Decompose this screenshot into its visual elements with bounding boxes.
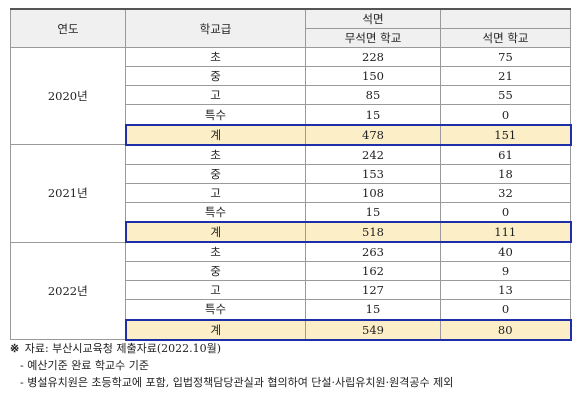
no-asbestos-count-cell: 478 <box>305 123 441 146</box>
table-subheader-row: 무석면 학교 석면 학교 <box>11 28 571 49</box>
table-row: 2022년 초 263 40 <box>10 241 571 341</box>
table-header-row: 연도 학교급 석면 <box>10 8 571 49</box>
reference-mark: ※ <box>10 342 20 355</box>
asbestos-count-cell: 80 <box>440 318 572 341</box>
school-level-cell: 계 <box>124 123 306 146</box>
school-level-cell: 중 <box>125 163 306 184</box>
table-row: 중 162 9 <box>11 261 571 282</box>
no-asbestos-count-cell: 15 <box>305 299 441 320</box>
school-level-cell: 특수 <box>125 104 306 126</box>
school-level-cell: 특수 <box>125 201 306 223</box>
school-level-cell: 초 <box>125 47 306 68</box>
source-text: 자료: 부산시교육청 제출자료(2022.10월) <box>24 342 222 355</box>
no-asbestos-count-cell: 127 <box>305 280 441 301</box>
asbestos-count-cell: 0 <box>440 201 571 223</box>
header-empty <box>440 8 571 30</box>
table-row: 2020년 초 228 75 <box>10 47 571 146</box>
note-line-1: - 예산기준 완료 학교수 기준 <box>20 359 150 372</box>
header-asbestos-schools: 석면 학교 <box>440 28 571 49</box>
header-no-asbestos-schools: 무석면 학교 <box>305 28 441 49</box>
year-cell: 2022년 <box>10 241 126 341</box>
asbestos-count-cell: 0 <box>440 299 571 320</box>
school-level-cell: 특수 <box>125 299 306 320</box>
no-asbestos-count-cell: 15 <box>305 104 441 126</box>
header-asbestos-group: 석면 <box>305 8 441 30</box>
no-asbestos-count-cell: 263 <box>305 241 441 263</box>
school-level-cell: 고 <box>125 85 306 106</box>
asbestos-count-cell: 40 <box>440 241 571 263</box>
school-level-cell: 초 <box>125 241 306 263</box>
school-level-cell: 중 <box>125 66 306 87</box>
no-asbestos-count-cell: 228 <box>305 47 441 68</box>
asbestos-count-cell: 61 <box>440 144 571 165</box>
table-row: 고 85 55 <box>11 85 571 106</box>
asbestos-school-table-container: 연도 학교급 석면 무석면 학교 석면 학교 2020년 초 228 75 중 150 21… <box>10 8 572 341</box>
asbestos-count-cell: 75 <box>440 47 571 68</box>
year-cell: 2020년 <box>10 47 126 146</box>
table-body: 2020년 초 228 75 중 150 21 고 85 55 특수 15 0 계 478 151 2021년 초… <box>10 47 572 341</box>
no-asbestos-count-cell: 108 <box>305 182 441 203</box>
table-total-row: 계 478 151 <box>11 123 572 146</box>
asbestos-school-table: 연도 학교급 석면 무석면 학교 석면 학교 2020년 초 228 75 중 150 21… <box>10 8 572 341</box>
school-level-cell: 고 <box>125 280 306 301</box>
asbestos-count-cell: 111 <box>440 221 572 244</box>
school-level-cell: 초 <box>125 144 306 165</box>
header-year: 연도 <box>10 8 126 49</box>
year-cell: 2021년 <box>10 144 126 243</box>
table-row: 특수 15 0 <box>11 299 571 320</box>
table-total-row: 계 518 111 <box>11 221 572 244</box>
table-row: 특수 15 0 <box>11 201 571 223</box>
table-row: 고 127 13 <box>11 280 571 301</box>
school-level-cell: 고 <box>125 182 306 203</box>
no-asbestos-count-cell: 549 <box>305 318 441 341</box>
table-total-row: 계 549 80 <box>11 318 572 341</box>
asbestos-count-cell: 55 <box>440 85 571 106</box>
asbestos-count-cell: 32 <box>440 182 571 203</box>
no-asbestos-count-cell: 242 <box>305 144 441 165</box>
school-level-cell: 계 <box>124 221 306 244</box>
asbestos-count-cell: 9 <box>440 261 571 282</box>
school-level-cell: 중 <box>125 261 306 282</box>
note-line-2: - 병설유치원은 초등학교에 포함, 입법정책담당관실과 협의하여 단설·사립유… <box>20 376 454 389</box>
table-row: 2021년 초 242 61 <box>10 144 571 243</box>
no-asbestos-count-cell: 153 <box>305 163 441 184</box>
asbestos-count-cell: 21 <box>440 66 571 87</box>
table-row: 중 153 18 <box>11 163 571 184</box>
no-asbestos-count-cell: 518 <box>305 221 441 244</box>
no-asbestos-count-cell: 85 <box>305 85 441 106</box>
school-level-cell: 계 <box>124 318 306 341</box>
no-asbestos-count-cell: 150 <box>305 66 441 87</box>
header-school-level: 학교급 <box>125 8 306 49</box>
asbestos-count-cell: 151 <box>440 123 572 146</box>
table-notes: ※ 자료: 부산시교육청 제출자료(2022.10월) - 예산기준 완료 학교… <box>10 340 570 391</box>
asbestos-count-cell: 18 <box>440 163 571 184</box>
asbestos-count-cell: 0 <box>440 104 571 126</box>
no-asbestos-count-cell: 15 <box>305 201 441 223</box>
table-row: 고 108 32 <box>11 182 571 203</box>
source-note: ※ 자료: 부산시교육청 제출자료(2022.10월) <box>10 340 570 357</box>
asbestos-count-cell: 13 <box>440 280 571 301</box>
no-asbestos-count-cell: 162 <box>305 261 441 282</box>
